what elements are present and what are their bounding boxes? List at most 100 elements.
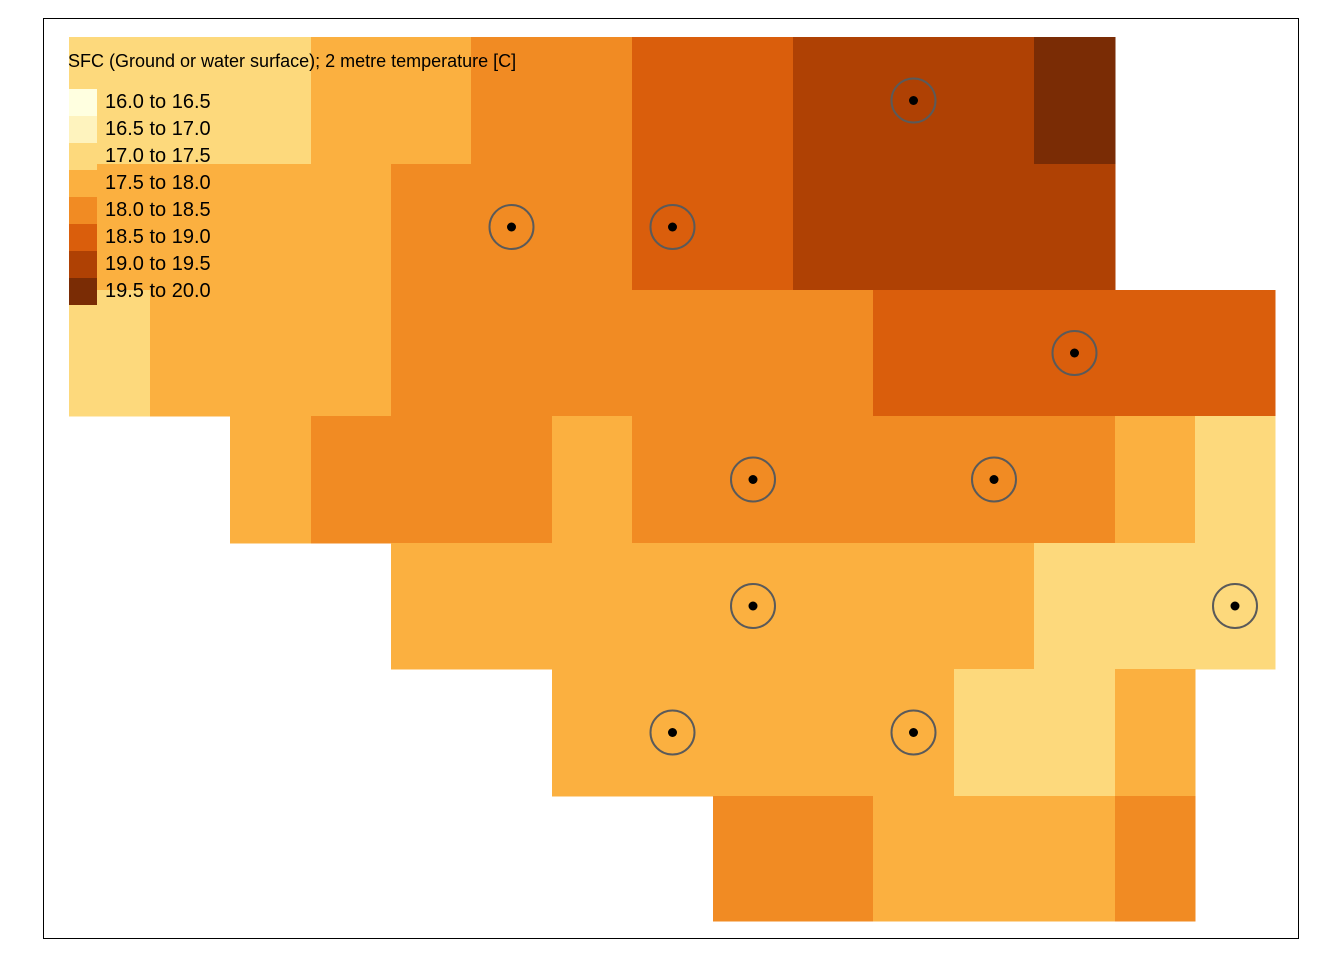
grid-cell bbox=[552, 543, 633, 670]
grid-cell bbox=[230, 416, 312, 544]
station-dot bbox=[668, 728, 677, 737]
grid-cell bbox=[632, 416, 714, 544]
station-marker[interactable] bbox=[1212, 583, 1258, 629]
grid-cell bbox=[954, 290, 1035, 417]
grid-cell bbox=[471, 543, 553, 670]
station-ring bbox=[488, 204, 535, 250]
grid-cell bbox=[954, 796, 1035, 922]
grid-cell bbox=[1034, 543, 1116, 670]
legend-label: 18.5 to 19.0 bbox=[105, 226, 211, 248]
grid-cell bbox=[230, 290, 312, 417]
station-dot bbox=[909, 96, 918, 105]
grid-cell bbox=[230, 37, 312, 165]
station-ring bbox=[1212, 583, 1258, 629]
station-marker[interactable] bbox=[890, 77, 937, 124]
grid-cell bbox=[552, 164, 633, 291]
grid-cell bbox=[713, 290, 794, 417]
grid-cell bbox=[471, 416, 553, 544]
grid-cell bbox=[1195, 290, 1276, 417]
station-marker[interactable] bbox=[649, 204, 696, 250]
grid-cell bbox=[150, 164, 231, 291]
station-marker[interactable] bbox=[890, 709, 937, 756]
station-ring bbox=[890, 709, 937, 756]
station-dot bbox=[748, 601, 758, 611]
grid-cell bbox=[632, 290, 714, 417]
grid-cell bbox=[793, 37, 874, 165]
grid-cell bbox=[1115, 543, 1196, 670]
grid-cell bbox=[311, 164, 392, 291]
station-markers bbox=[488, 77, 1258, 756]
grid-cell bbox=[873, 796, 955, 922]
station-dot bbox=[668, 222, 677, 232]
grid-cell bbox=[311, 37, 392, 165]
station-dot bbox=[1070, 348, 1079, 358]
legend-label: 17.0 to 17.5 bbox=[105, 145, 211, 167]
grid-cell bbox=[552, 669, 633, 797]
grid-cell bbox=[1115, 290, 1196, 417]
grid-cell bbox=[391, 164, 472, 291]
station-ring bbox=[649, 709, 696, 756]
station-ring bbox=[1051, 330, 1098, 376]
station-marker[interactable] bbox=[730, 456, 776, 503]
grid-cell bbox=[954, 37, 1035, 165]
grid-cell bbox=[713, 796, 794, 922]
grid-cell bbox=[793, 796, 874, 922]
grid-cell bbox=[552, 37, 633, 165]
legend-title: SFC (Ground or water surface); 2 metre t… bbox=[68, 51, 517, 71]
grid-cell bbox=[1034, 796, 1116, 922]
grid-cell bbox=[391, 290, 472, 417]
legend-swatch bbox=[69, 251, 97, 278]
grid-cell bbox=[391, 37, 472, 165]
station-ring bbox=[971, 456, 1017, 503]
grid-cell bbox=[311, 290, 392, 417]
grid-cell bbox=[1115, 669, 1196, 797]
station-dot bbox=[507, 222, 516, 232]
grid-cell bbox=[552, 416, 633, 544]
grid-cell bbox=[150, 37, 231, 165]
legend-swatch bbox=[69, 197, 97, 224]
grid-cell bbox=[391, 543, 472, 670]
station-dot bbox=[748, 475, 758, 484]
grid-cell bbox=[632, 543, 714, 670]
grid-cells bbox=[69, 37, 1276, 922]
station-dot bbox=[909, 728, 918, 737]
grid-cell bbox=[391, 416, 472, 544]
grid-cell bbox=[793, 290, 874, 417]
grid-cell bbox=[954, 164, 1035, 291]
grid-cell bbox=[873, 290, 955, 417]
legend-swatch bbox=[69, 278, 97, 305]
grid-cell bbox=[1034, 416, 1116, 544]
station-dot bbox=[989, 475, 999, 484]
station-ring bbox=[730, 583, 776, 629]
legend-label: 16.0 to 16.5 bbox=[105, 91, 211, 113]
grid-cell bbox=[793, 164, 874, 291]
legend-swatch bbox=[69, 170, 97, 197]
grid-cell bbox=[793, 543, 874, 670]
legend-swatch bbox=[69, 89, 97, 116]
station-marker[interactable] bbox=[971, 456, 1017, 503]
grid-cell bbox=[69, 290, 151, 417]
grid-cell bbox=[793, 416, 874, 544]
grid-cell bbox=[1195, 416, 1276, 544]
station-ring bbox=[890, 77, 937, 124]
legend-swatch bbox=[69, 116, 97, 143]
legend-label: 17.5 to 18.0 bbox=[105, 172, 211, 194]
grid-cell bbox=[954, 543, 1035, 670]
grid-cell bbox=[150, 290, 231, 417]
grid-cell bbox=[471, 290, 553, 417]
station-ring bbox=[649, 204, 696, 250]
grid-cell bbox=[552, 290, 633, 417]
legend-label: 19.0 to 19.5 bbox=[105, 253, 211, 275]
grid-cell bbox=[471, 37, 553, 165]
grid-cell bbox=[873, 164, 955, 291]
station-marker[interactable] bbox=[649, 709, 696, 756]
grid-cell bbox=[311, 416, 392, 544]
station-marker[interactable] bbox=[488, 204, 535, 250]
grid-cell bbox=[873, 416, 955, 544]
station-marker[interactable] bbox=[730, 583, 776, 629]
grid-cell bbox=[632, 37, 714, 165]
station-marker[interactable] bbox=[1051, 330, 1098, 376]
grid-cell bbox=[1115, 796, 1196, 922]
station-dot bbox=[1230, 601, 1240, 611]
